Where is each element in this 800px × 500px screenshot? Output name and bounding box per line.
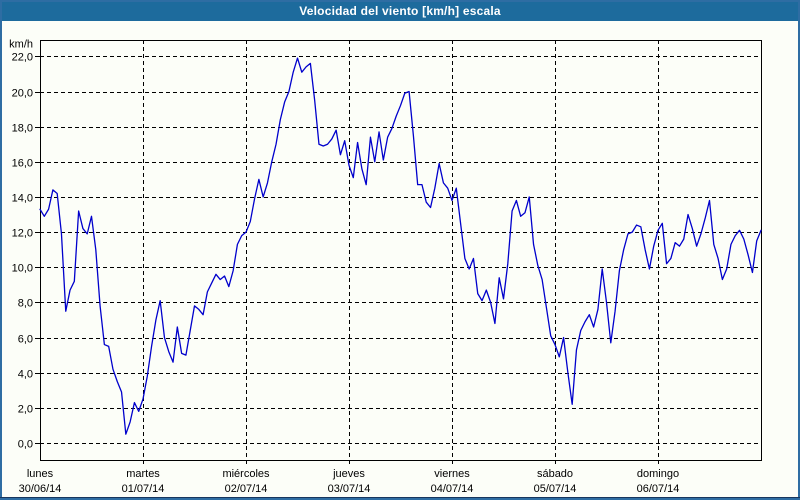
title-bar: Velocidad del viento [km/h] escala xyxy=(0,0,800,21)
day-date-label: 01/07/14 xyxy=(122,483,165,495)
day-name-label: miércoles xyxy=(222,468,270,480)
day-name-label: domingo xyxy=(637,468,679,480)
y-tick-label: 16,0 xyxy=(12,158,33,170)
day-date-label: 06/07/14 xyxy=(637,483,680,495)
y-tick-label: 4,0 xyxy=(18,369,33,381)
day-name-label: jueves xyxy=(332,468,365,480)
day-date-label: 04/07/14 xyxy=(431,483,474,495)
y-axis-unit-label: km/h xyxy=(9,38,33,50)
day-date-label: 30/06/14 xyxy=(19,483,62,495)
day-name-label: viernes xyxy=(434,468,470,480)
day-date-label: 02/07/14 xyxy=(225,483,268,495)
y-tick-label: 20,0 xyxy=(12,88,33,100)
y-tick-label: 12,0 xyxy=(12,228,33,240)
day-date-label: 05/07/14 xyxy=(534,483,577,495)
y-tick-label: 2,0 xyxy=(18,404,33,416)
chart-title: Velocidad del viento [km/h] escala xyxy=(299,3,501,18)
y-tick-label: 10,0 xyxy=(12,263,33,275)
y-tick-label: 14,0 xyxy=(12,193,33,205)
y-tick-label: 8,0 xyxy=(18,298,33,310)
plot-border xyxy=(39,39,763,462)
day-name-label: martes xyxy=(126,468,160,480)
day-date-label: 03/07/14 xyxy=(328,483,371,495)
y-tick-label: 6,0 xyxy=(18,334,33,346)
y-tick-label: 0,0 xyxy=(18,439,33,451)
wind-speed-line xyxy=(39,57,762,435)
y-tick-label: 22,0 xyxy=(12,52,33,64)
day-name-label: sábado xyxy=(537,468,573,480)
y-tick-label: 18,0 xyxy=(12,123,33,135)
day-name-label: lunes xyxy=(27,468,54,480)
